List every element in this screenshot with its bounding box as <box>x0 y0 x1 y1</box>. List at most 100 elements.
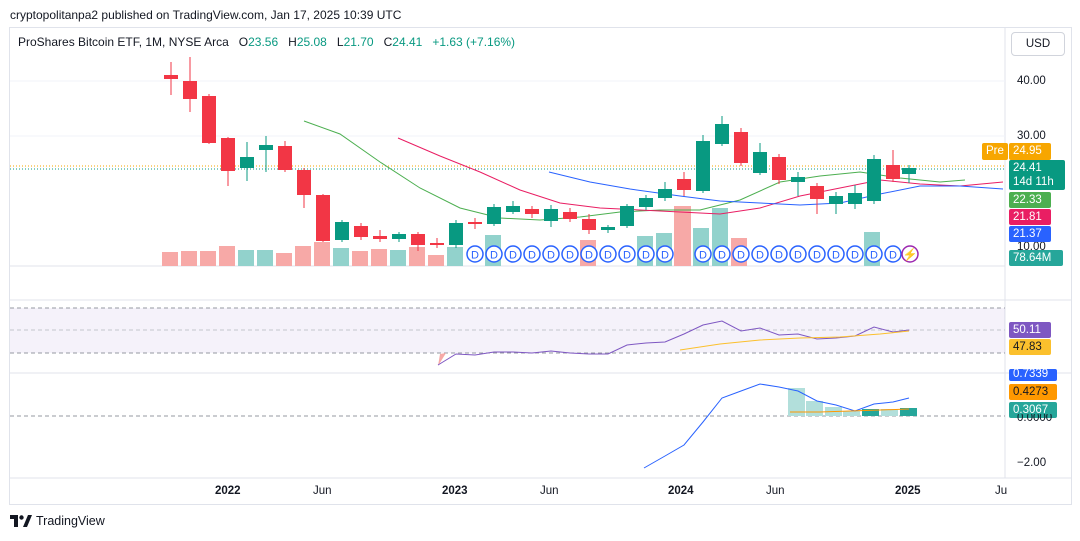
candle <box>829 196 843 204</box>
symbol-legend: ProShares Bitcoin ETF, 1M, NYSE Arca O23… <box>18 35 516 49</box>
dividend-marker[interactable] <box>751 245 769 263</box>
candle <box>487 207 501 224</box>
close-value: 24.41 <box>392 35 423 49</box>
pre-market-price-tag: 24.95 <box>1009 143 1051 160</box>
price-axis-label: 40.00 <box>1017 75 1046 87</box>
rsi-oversold-fill <box>438 353 446 366</box>
volume-bar <box>200 251 216 266</box>
dividend-marker-label: D <box>889 250 897 262</box>
candle <box>183 81 197 99</box>
dividend-marker[interactable] <box>542 245 560 263</box>
dividend-marker-label: D <box>870 250 878 262</box>
open-value: 23.56 <box>248 35 279 49</box>
price-axis-label: 30.00 <box>1017 130 1046 142</box>
dividend-marker-label: D <box>471 250 479 262</box>
dividend-marker[interactable] <box>884 245 902 263</box>
candle <box>278 146 292 170</box>
dividend-marker-label: D <box>775 250 783 262</box>
candle <box>658 189 672 198</box>
rsi-ma-value-tag: 47.83 <box>1009 339 1051 355</box>
ma-red-line <box>397 137 1004 215</box>
dividend-marker[interactable] <box>504 245 522 263</box>
volume-bar <box>238 250 254 266</box>
dividend-marker[interactable] <box>713 245 731 263</box>
dividend-marker[interactable] <box>599 245 617 263</box>
change-value: +1.63 (+7.16%) <box>432 35 516 49</box>
candle <box>696 141 710 191</box>
candle <box>582 219 596 230</box>
candle <box>240 157 254 168</box>
ma-blue-line <box>548 171 1004 206</box>
candle <box>525 209 539 214</box>
dividend-marker[interactable] <box>561 245 579 263</box>
macd-value-tag: 0.7339 <box>1009 369 1057 381</box>
candle <box>449 223 463 245</box>
macd-axis-label: −2.00 <box>1017 457 1047 469</box>
volume-bar <box>181 251 197 266</box>
dividend-marker[interactable] <box>694 245 712 263</box>
candle <box>506 206 520 212</box>
ma-green-line <box>303 120 966 221</box>
tradingview-brand: TradingView <box>36 514 105 528</box>
time-axis-label: 2025 <box>895 485 921 497</box>
ma-blue-tag: 21.37 <box>1009 226 1051 242</box>
dividend-marker[interactable] <box>466 245 484 263</box>
candle <box>373 236 387 239</box>
dividend-marker[interactable] <box>732 245 750 263</box>
candle <box>715 124 729 144</box>
dividend-marker-label: D <box>490 250 498 262</box>
dividend-marker[interactable] <box>523 245 541 263</box>
dividend-marker[interactable] <box>656 245 674 263</box>
candle <box>886 165 900 179</box>
candle <box>468 222 482 224</box>
dividend-marker-label: D <box>756 250 764 262</box>
ma-green-tag: 22.33 <box>1009 192 1051 208</box>
volume-bar <box>219 246 235 266</box>
candle <box>753 152 767 173</box>
dividend-marker[interactable] <box>770 245 788 263</box>
volume-bar <box>295 246 311 266</box>
candle <box>848 193 862 204</box>
candle <box>259 145 273 150</box>
candles <box>164 57 916 251</box>
low-value: 21.70 <box>343 35 374 49</box>
bar-countdown: 14d 11h <box>1013 176 1054 188</box>
tradingview-logo[interactable]: TradingView <box>10 514 105 528</box>
pre-market-label: Pre <box>982 143 1008 160</box>
dividend-marker[interactable] <box>846 245 864 263</box>
currency-button[interactable]: USD <box>1011 32 1065 56</box>
time-axis-label: Jul <box>995 485 1007 497</box>
dividend-marker[interactable] <box>789 245 807 263</box>
volume-bar <box>409 247 425 266</box>
candle <box>164 75 178 79</box>
high-value: 25.08 <box>296 35 327 49</box>
time-axis-label: Jun <box>766 485 785 497</box>
time-axis-label: Jun <box>313 485 332 497</box>
dividend-marker[interactable] <box>637 245 655 263</box>
rsi-line <box>437 320 910 366</box>
dividend-marker[interactable] <box>485 245 503 263</box>
dividend-marker[interactable] <box>808 245 826 263</box>
macd-signal-line <box>790 408 910 413</box>
histogram-value-tag: 0.3067 <box>1009 402 1057 418</box>
volume-bar <box>276 253 292 266</box>
dividend-marker-label: D <box>623 250 631 262</box>
candle <box>810 186 824 199</box>
earnings-marker[interactable]: ⚡ <box>901 245 919 263</box>
dividend-marker-label: D <box>509 250 517 262</box>
candle <box>335 222 349 240</box>
volume-bar <box>428 255 444 266</box>
dividend-marker[interactable] <box>618 245 636 263</box>
volume-bar <box>390 250 406 266</box>
dividend-marker[interactable] <box>827 245 845 263</box>
candle <box>601 227 615 230</box>
volume-bar <box>371 249 387 266</box>
chart-frame[interactable] <box>9 27 1072 505</box>
dividend-marker[interactable] <box>865 245 883 263</box>
symbol-title[interactable]: ProShares Bitcoin ETF, 1M, NYSE Arca <box>18 35 229 49</box>
time-axis-label: Jun <box>540 485 559 497</box>
volume-bar <box>674 206 691 266</box>
dividend-marker[interactable] <box>580 245 598 263</box>
